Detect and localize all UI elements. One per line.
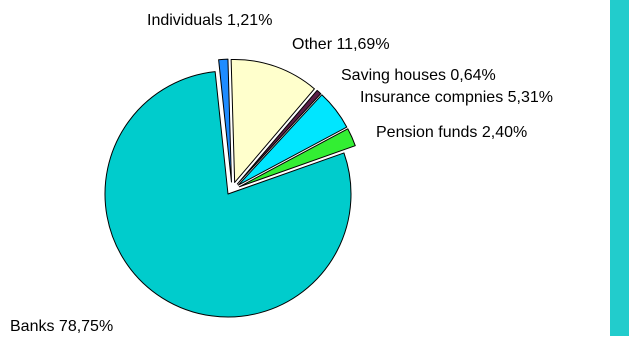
- pie-label-individuals: Individuals 1,21%: [147, 12, 272, 29]
- pie-slice-pension-funds: [238, 128, 356, 188]
- pie-label-saving-houses: Saving houses 0,64%: [341, 67, 496, 84]
- pie-labels: Individuals 1,21% Other 11,69% Saving hous…: [10, 12, 553, 335]
- pie-slice-insurance-compnies: [237, 94, 348, 186]
- pie-slices: [104, 58, 356, 318]
- side-strip: [610, 0, 629, 336]
- pie-label-other: Other 11,69%: [292, 36, 390, 53]
- pie-slice-other: [230, 59, 315, 183]
- pie-slice-saving-houses: [236, 89, 322, 185]
- pie-slice-individuals: [218, 58, 232, 183]
- pie-slice-banks: [104, 71, 352, 318]
- pie-label-pension-funds: Pension funds 2,40%: [376, 124, 527, 141]
- pie-label-banks: Banks 78,75%: [10, 318, 113, 335]
- pie-label-insurance-compnies: Insurance compnies 5,31%: [360, 89, 553, 106]
